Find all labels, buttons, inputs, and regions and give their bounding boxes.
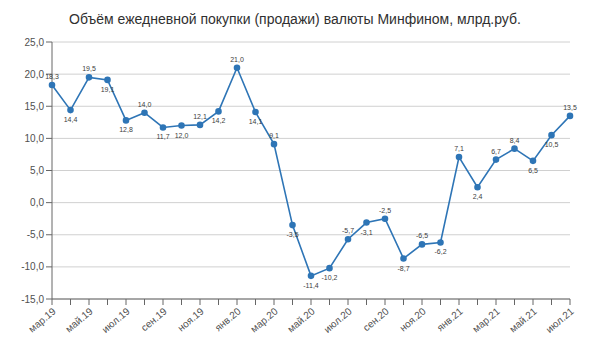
html-text:Объём ежедневной покупки (прод: Объём ежедневной покупки (продажи) валют… — [69, 11, 521, 27]
svg-text:май.21: май.21 — [507, 305, 539, 334]
svg-text:14,0: 14,0 — [138, 101, 152, 108]
svg-text:ноя.20: ноя.20 — [397, 305, 428, 333]
svg-text:10,5: 10,5 — [545, 141, 559, 148]
svg-text:19,1: 19,1 — [101, 86, 115, 93]
svg-text:12,1: 12,1 — [193, 113, 207, 120]
svg-text:2,4: 2,4 — [473, 193, 483, 200]
svg-text:-6,2: -6,2 — [434, 248, 446, 255]
svg-text:25,0: 25,0 — [25, 37, 45, 48]
svg-text:5,0: 5,0 — [30, 165, 44, 176]
svg-text:сен.19: сен.19 — [139, 305, 169, 333]
svg-text:ноя.19: ноя.19 — [175, 305, 206, 333]
svg-text:11,7: 11,7 — [156, 133, 169, 140]
svg-text:-3,5: -3,5 — [286, 231, 298, 238]
svg-text:6,7: 6,7 — [491, 148, 501, 155]
svg-text:май.19: май.19 — [63, 305, 95, 334]
svg-text:июл.19: июл.19 — [100, 305, 132, 335]
svg-text:6,5: 6,5 — [528, 167, 538, 174]
svg-text:-15,0: -15,0 — [21, 294, 44, 305]
svg-text:-3,1: -3,1 — [360, 229, 372, 236]
svg-text:-11,4: -11,4 — [303, 282, 319, 289]
svg-text:янв.20: янв.20 — [213, 305, 244, 333]
svg-text:7,1: 7,1 — [454, 145, 464, 152]
svg-text:21,0: 21,0 — [230, 56, 244, 63]
svg-text:май.20: май.20 — [285, 305, 317, 334]
svg-text:янв.21: янв.21 — [435, 305, 466, 333]
svg-text:14,2: 14,2 — [212, 117, 226, 124]
svg-text:-6,5: -6,5 — [416, 232, 428, 239]
svg-text:-2,5: -2,5 — [379, 207, 391, 214]
svg-text:0,0: 0,0 — [30, 197, 44, 208]
svg-text:сен.20: сен.20 — [361, 305, 391, 333]
svg-text:мар.19: мар.19 — [26, 305, 58, 334]
svg-text:-10,0: -10,0 — [21, 261, 44, 272]
svg-text:9,1: 9,1 — [269, 132, 279, 139]
svg-text:июл.20: июл.20 — [322, 305, 354, 335]
svg-text:-10,2: -10,2 — [322, 274, 338, 281]
svg-text:15,0: 15,0 — [25, 101, 45, 112]
svg-text:14,1: 14,1 — [249, 118, 263, 125]
svg-text:20,0: 20,0 — [25, 69, 45, 80]
svg-text:-5,0: -5,0 — [27, 229, 45, 240]
svg-text:июл.21: июл.21 — [544, 305, 576, 335]
svg-text:19,5: 19,5 — [82, 65, 96, 72]
svg-text:14,4: 14,4 — [64, 116, 78, 123]
svg-text:18,3: 18,3 — [45, 73, 59, 80]
svg-text:13,5: 13,5 — [563, 104, 577, 111]
svg-text:12,8: 12,8 — [119, 126, 133, 133]
svg-text:мар.20: мар.20 — [248, 305, 280, 334]
svg-text:12,0: 12,0 — [175, 132, 189, 139]
svg-text:-8,7: -8,7 — [397, 265, 409, 272]
svg-text:-5,7: -5,7 — [342, 227, 354, 234]
svg-text:8,4: 8,4 — [510, 137, 520, 144]
svg-text:мар.21: мар.21 — [470, 305, 502, 334]
svg-text:10,0: 10,0 — [25, 133, 45, 144]
